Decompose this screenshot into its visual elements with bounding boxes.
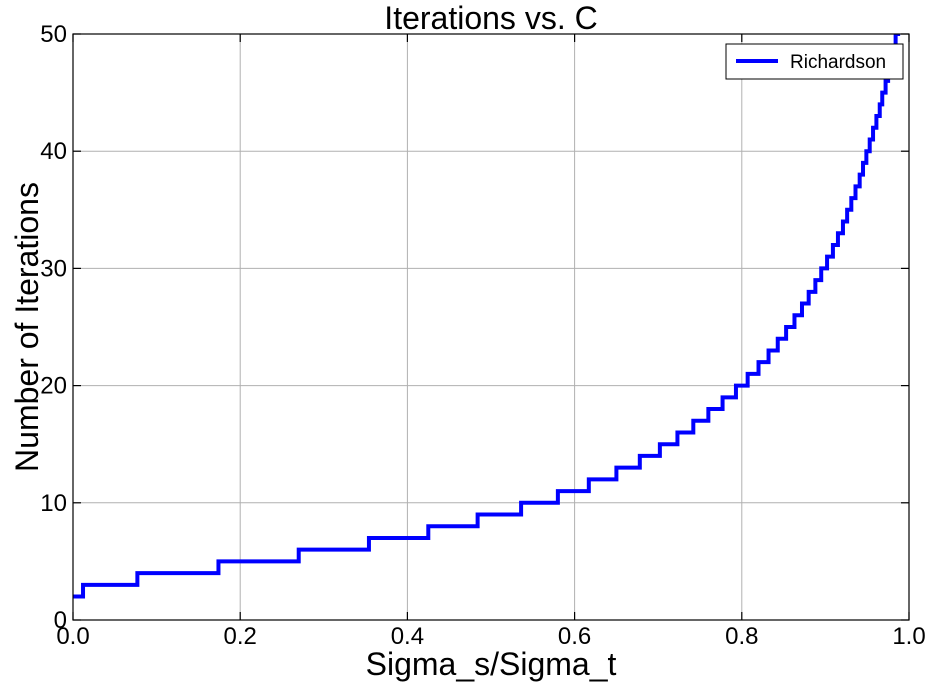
y-tick-label: 10	[40, 490, 67, 517]
x-tick-label: 0.2	[224, 623, 257, 650]
x-tick-label: 1.0	[892, 623, 925, 650]
chart-title: Iterations vs. C	[384, 0, 597, 36]
x-tick-label: 0.6	[558, 623, 591, 650]
y-tick-labels: 0 10 20 30 40 50	[40, 21, 67, 634]
x-tick-label: 0.8	[725, 623, 758, 650]
y-tick-label: 0	[54, 607, 67, 634]
series-line-richardson	[73, 34, 901, 599]
y-tick-label: 50	[40, 21, 67, 48]
plot-frame	[72, 33, 910, 621]
legend-label-richardson: Richardson	[790, 52, 886, 73]
y-tick-label: 20	[40, 373, 67, 400]
y-tick-label: 30	[40, 255, 67, 282]
plot-background	[73, 34, 909, 620]
series-layer	[73, 34, 901, 599]
legend: Richardson	[725, 43, 904, 80]
x-axis-label: Sigma_s/Sigma_t	[366, 646, 617, 682]
x-tick-label: 0.0	[56, 623, 89, 650]
grid-lines	[73, 34, 909, 620]
x-tick-labels: 0.0 0.2 0.4 0.6 0.8 1.0	[56, 623, 925, 650]
x-tick-label: 0.4	[391, 623, 424, 650]
tick-marks	[72, 33, 910, 621]
y-axis-label: Number of Iterations	[9, 182, 45, 472]
y-tick-label: 40	[40, 138, 67, 165]
